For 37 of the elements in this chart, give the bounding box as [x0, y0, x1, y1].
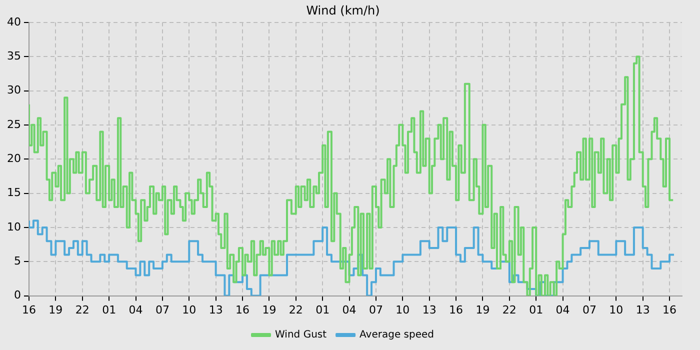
x-tick-label: 10 — [609, 303, 624, 316]
x-tick-label: 16 — [236, 303, 250, 316]
x-tick-label: 13 — [636, 303, 650, 316]
chart-title: Wind (km/h) — [306, 3, 380, 18]
x-tick-label: 22 — [75, 303, 90, 316]
x-tick-label: 22 — [502, 303, 516, 316]
x-tick-label: 16 — [449, 303, 464, 316]
y-tick-label: 40 — [6, 15, 21, 28]
y-tick-label: 0 — [14, 288, 21, 302]
x-tick-label: 07 — [582, 303, 596, 316]
x-tick-label: 10 — [182, 303, 196, 316]
legend-label: Average speed — [360, 330, 434, 341]
y-tick-label: 15 — [6, 186, 21, 200]
x-tick-label: 04 — [128, 303, 143, 316]
y-tick-label: 20 — [6, 152, 21, 165]
x-tick-label: 01 — [316, 303, 330, 316]
x-tick-label: 04 — [556, 303, 570, 316]
x-tick-label: 22 — [288, 303, 303, 316]
x-tick-label: 19 — [262, 303, 276, 316]
x-tick-label: 19 — [48, 303, 63, 316]
x-tick-label: 19 — [476, 303, 490, 316]
y-tick-label: 35 — [6, 49, 21, 62]
x-tick-label: 10 — [396, 303, 410, 316]
y-tick-label: 5 — [14, 254, 21, 268]
x-tick-label: 07 — [368, 303, 383, 316]
x-tick-label: 13 — [422, 303, 436, 316]
y-tick-label: 10 — [6, 220, 21, 234]
x-tick-label: 01 — [102, 303, 116, 316]
x-tick-label: 04 — [342, 303, 356, 316]
x-tick-label: 13 — [208, 303, 223, 316]
y-tick-label: 25 — [6, 118, 21, 131]
x-tick-label: 16 — [22, 303, 36, 316]
y-tick-label: 30 — [6, 84, 21, 97]
legend-label: Wind Gust — [275, 330, 327, 341]
x-tick-label: 07 — [155, 303, 170, 316]
x-tick-label: 01 — [529, 303, 544, 316]
x-tick-label: 16 — [662, 303, 677, 316]
